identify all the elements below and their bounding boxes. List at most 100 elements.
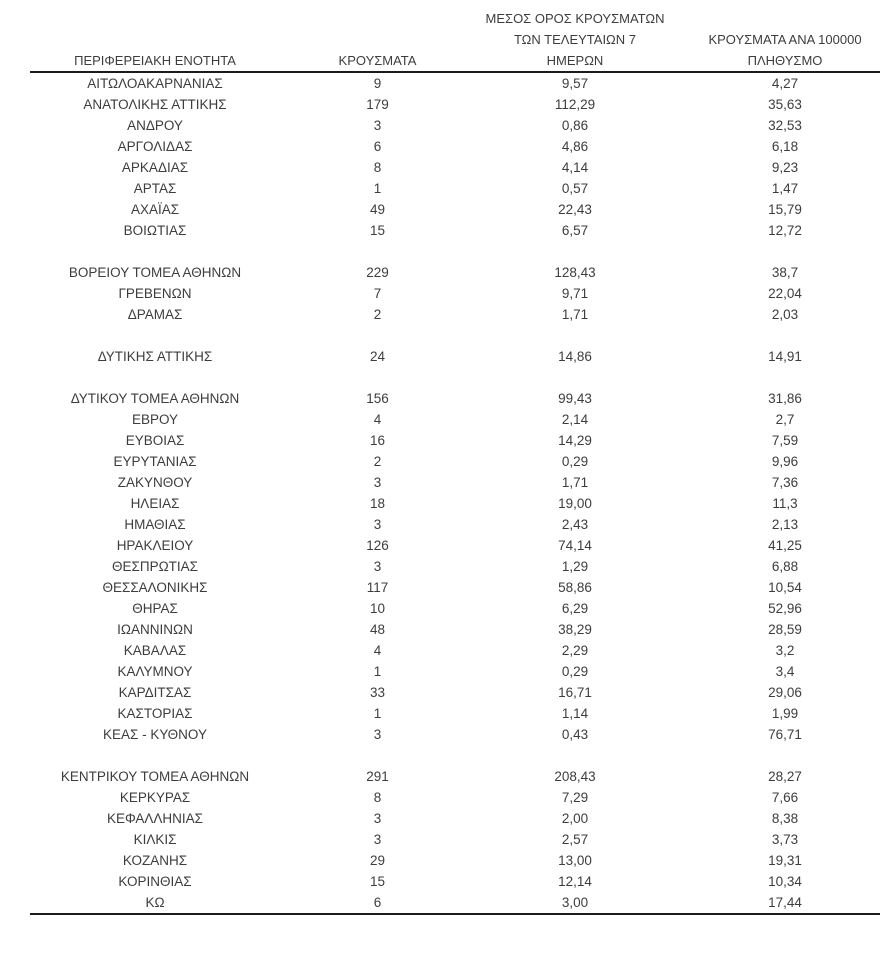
cell-per100k: 9,23 xyxy=(771,160,799,175)
cell-cases: 117 xyxy=(366,580,389,595)
cell-region: ΗΡΑΚΛΕΙΟΥ xyxy=(116,538,194,553)
cell-avg7: 6,57 xyxy=(561,223,589,238)
cell-cases: 3 xyxy=(373,475,382,490)
cell-region: ΑΡΚΑΔΙΑΣ xyxy=(121,160,189,175)
cell-cases: 29 xyxy=(369,853,386,868)
cell-per100k: 7,36 xyxy=(771,475,799,490)
header-per-100k-line2: ΠΛΗΘΥΣΜΟ xyxy=(747,53,823,68)
cell-region: ΑΧΑΪΑΣ xyxy=(130,202,180,217)
cell-per100k: 12,72 xyxy=(768,223,802,238)
cell-cases: 8 xyxy=(373,790,382,805)
cell-region: ΚΕΦΑΛΛΗΝΙΑΣ xyxy=(106,811,204,826)
table-row: ΗΛΕΙΑΣ 18 19,00 11,3 xyxy=(0,493,880,514)
regional-cases-table: ΠΕΡΙΦΕΡΕΙΑΚΗ ΕΝΟΤΗΤΑ ΚΡΟΥΣΜΑΤΑ ΜΕΣΟΣ ΟΡΟ… xyxy=(0,8,880,915)
cell-cases: 4 xyxy=(373,412,382,427)
table-row: ΑΙΤΩΛΟΑΚΑΡΝΑΝΙΑΣ 9 9,57 4,27 xyxy=(0,73,880,94)
cell-avg7: 2,00 xyxy=(561,811,589,826)
cell-avg7: 4,86 xyxy=(561,139,589,154)
cell-per100k: 9,96 xyxy=(771,454,799,469)
table-row: ΚΑΛΥΜΝΟΥ 1 0,29 3,4 xyxy=(0,661,880,682)
group-spacer xyxy=(0,325,880,346)
cell-region: ΓΡΕΒΕΝΩΝ xyxy=(118,286,192,301)
cell-per100k: 22,04 xyxy=(768,286,802,301)
header-regional-unit-label: ΠΕΡΙΦΕΡΕΙΑΚΗ ΕΝΟΤΗΤΑ xyxy=(74,53,236,68)
table-row: ΒΟΡΕΙΟΥ ΤΟΜΕΑ ΑΘΗΝΩΝ 229 128,43 38,7 xyxy=(0,262,880,283)
cell-avg7: 99,43 xyxy=(558,391,592,406)
cell-avg7: 16,71 xyxy=(558,685,592,700)
cell-per100k: 52,96 xyxy=(768,601,802,616)
cell-per100k: 3,2 xyxy=(775,643,795,658)
cell-cases: 1 xyxy=(373,181,382,196)
cell-cases: 126 xyxy=(366,538,389,553)
cell-per100k: 19,31 xyxy=(768,853,802,868)
cell-cases: 10 xyxy=(369,601,386,616)
table-row: ΚΑΒΑΛΑΣ 4 2,29 3,2 xyxy=(0,640,880,661)
cell-cases: 15 xyxy=(369,874,386,889)
cell-region: ΖΑΚΥΝΘΟΥ xyxy=(117,475,193,490)
cell-per100k: 6,18 xyxy=(771,139,799,154)
header-cases-label: ΚΡΟΥΣΜΑΤΑ xyxy=(338,53,417,68)
table-row: ΕΥΡΥΤΑΝΙΑΣ 2 0,29 9,96 xyxy=(0,451,880,472)
table-row: ΙΩΑΝΝΙΝΩΝ 48 38,29 28,59 xyxy=(0,619,880,640)
cell-avg7: 6,29 xyxy=(561,601,589,616)
cell-avg7: 1,71 xyxy=(561,475,589,490)
cell-cases: 16 xyxy=(369,433,386,448)
table-row: ΚΕΝΤΡΙΚΟΥ ΤΟΜΕΑ ΑΘΗΝΩΝ 291 208,43 28,27 xyxy=(0,766,880,787)
cell-avg7: 12,14 xyxy=(558,874,592,889)
cell-region: ΑΡΤΑΣ xyxy=(133,181,177,196)
cell-cases: 49 xyxy=(369,202,386,217)
cell-cases: 3 xyxy=(373,727,382,742)
cell-region: ΑΙΤΩΛΟΑΚΑΡΝΑΝΙΑΣ xyxy=(87,76,223,91)
cell-cases: 179 xyxy=(366,97,389,112)
cell-region: ΚΕΝΤΡΙΚΟΥ ΤΟΜΕΑ ΑΘΗΝΩΝ xyxy=(60,769,250,784)
cell-per100k: 28,27 xyxy=(768,769,802,784)
cell-per100k: 32,53 xyxy=(768,118,802,133)
cell-avg7: 2,43 xyxy=(561,517,589,532)
table-row: ΘΕΣΣΑΛΟΝΙΚΗΣ 117 58,86 10,54 xyxy=(0,577,880,598)
table-row: ΚΕΡΚΥΡΑΣ 8 7,29 7,66 xyxy=(0,787,880,808)
header-avg-7day-line1: ΜΕΣΟΣ ΟΡΟΣ ΚΡΟΥΣΜΑΤΩΝ xyxy=(485,11,665,26)
cell-avg7: 4,14 xyxy=(561,160,589,175)
cell-per100k: 76,71 xyxy=(768,727,802,742)
table-row: ΚΑΣΤΟΡΙΑΣ 1 1,14 1,99 xyxy=(0,703,880,724)
cell-per100k: 2,13 xyxy=(771,517,799,532)
cell-region: ΔΥΤΙΚΗΣ ΑΤΤΙΚΗΣ xyxy=(97,349,213,364)
cell-avg7: 38,29 xyxy=(558,622,592,637)
cell-cases: 24 xyxy=(369,349,386,364)
table-row: ΔΥΤΙΚΗΣ ΑΤΤΙΚΗΣ 24 14,86 14,91 xyxy=(0,346,880,367)
cell-cases: 3 xyxy=(373,832,382,847)
cell-per100k: 28,59 xyxy=(768,622,802,637)
cell-region: ΔΡΑΜΑΣ xyxy=(127,307,183,322)
cell-per100k: 14,91 xyxy=(768,349,802,364)
cell-avg7: 14,86 xyxy=(558,349,592,364)
table-row: ΖΑΚΥΝΘΟΥ 3 1,71 7,36 xyxy=(0,472,880,493)
cell-cases: 15 xyxy=(369,223,386,238)
cell-region: ΚΕΡΚΥΡΑΣ xyxy=(119,790,191,805)
table-row: ΗΜΑΘΙΑΣ 3 2,43 2,13 xyxy=(0,514,880,535)
cell-avg7: 2,14 xyxy=(561,412,589,427)
cell-avg7: 1,14 xyxy=(561,706,589,721)
cell-avg7: 19,00 xyxy=(558,496,592,511)
table-body: ΑΙΤΩΛΟΑΚΑΡΝΑΝΙΑΣ 9 9,57 4,27 ΑΝΑΤΟΛΙΚΗΣ ΑΤΤΙ… xyxy=(0,73,880,913)
header-avg-7day-line2: ΤΩΝ ΤΕΛΕΥΤΑΙΩΝ 7 xyxy=(513,32,637,47)
cell-avg7: 0,29 xyxy=(561,664,589,679)
table-row: ΑΡΤΑΣ 1 0,57 1,47 xyxy=(0,178,880,199)
table-row: ΚΕΦΑΛΛΗΝΙΑΣ 3 2,00 8,38 xyxy=(0,808,880,829)
cell-per100k: 35,63 xyxy=(768,97,802,112)
cell-avg7: 1,71 xyxy=(561,307,589,322)
cell-cases: 229 xyxy=(366,265,389,280)
cell-per100k: 8,38 xyxy=(771,811,799,826)
cell-region: ΚΟΡΙΝΘΙΑΣ xyxy=(118,874,192,889)
cell-region: ΙΩΑΝΝΙΝΩΝ xyxy=(117,622,193,637)
table-row: ΑΡΓΟΛΙΔΑΣ 6 4,86 6,18 xyxy=(0,136,880,157)
cell-cases: 2 xyxy=(373,307,382,322)
cell-per100k: 7,59 xyxy=(771,433,799,448)
header-regional-unit: ΠΕΡΙΦΕΡΕΙΑΚΗ ΕΝΟΤΗΤΑ xyxy=(15,8,295,71)
cell-cases: 3 xyxy=(373,517,382,532)
table-row: ΗΡΑΚΛΕΙΟΥ 126 74,14 41,25 xyxy=(0,535,880,556)
cell-region: ΚΑΡΔΙΤΣΑΣ xyxy=(118,685,192,700)
cell-per100k: 31,86 xyxy=(768,391,802,406)
table-row: ΔΡΑΜΑΣ 2 1,71 2,03 xyxy=(0,304,880,325)
cell-avg7: 0,43 xyxy=(561,727,589,742)
table-row: ΚΟΖΑΝΗΣ 29 13,00 19,31 xyxy=(0,850,880,871)
